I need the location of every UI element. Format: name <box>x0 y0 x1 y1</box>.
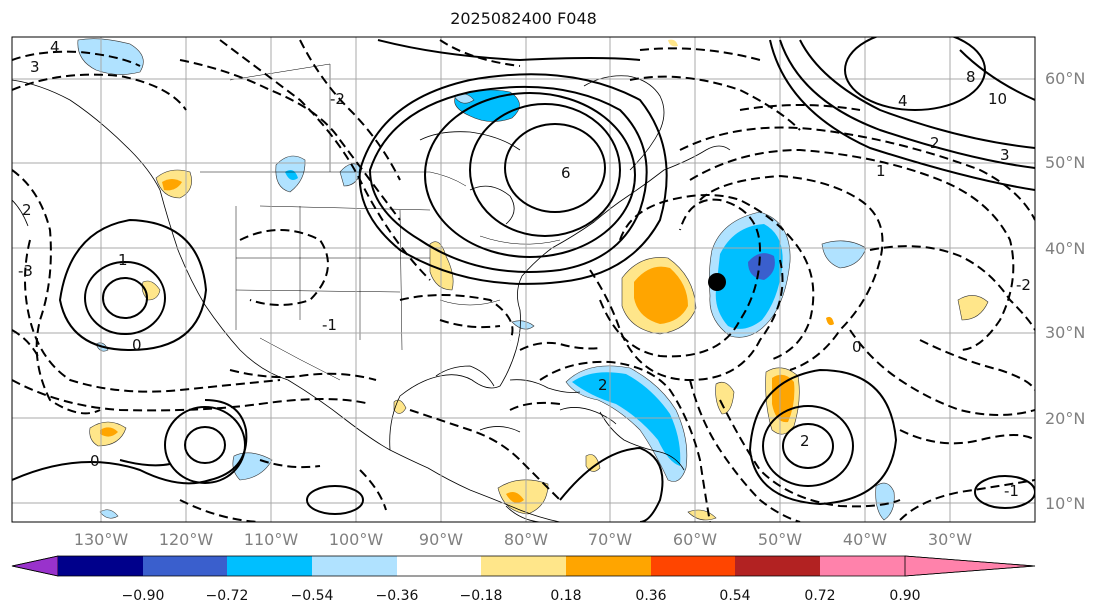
colorbar-segment <box>227 556 312 576</box>
lat-label: 50°N <box>1045 153 1085 172</box>
lon-label: 60°W <box>673 530 717 549</box>
contour-label: 8 <box>966 68 976 86</box>
colorbar-segment <box>397 556 481 576</box>
lon-label: 110°W <box>244 530 299 549</box>
lon-label: 90°W <box>419 530 463 549</box>
contour-label: 0 <box>132 336 142 354</box>
colorbar-segment <box>735 556 820 576</box>
political-boundaries <box>200 63 561 381</box>
lon-label: 80°W <box>504 530 548 549</box>
lat-label: 60°N <box>1045 69 1085 88</box>
latitude-labels: 60°N 50°N 40°N 30°N 20°N 10°N <box>1045 69 1085 513</box>
contour-label: 1 <box>876 162 886 180</box>
colorbar-tick-label: 0.36 <box>635 588 666 604</box>
contour-label: -1 <box>322 316 337 334</box>
lat-label: 20°N <box>1045 409 1085 428</box>
coastlines <box>12 75 731 522</box>
colorbar-tick-label: −0.72 <box>206 588 249 604</box>
colorbar-tick-label: 0.18 <box>550 588 581 604</box>
contour-label: 2 <box>930 134 940 152</box>
contour-label: -1 <box>1004 482 1019 500</box>
contour-label: 2 <box>22 201 32 219</box>
contour-label: 6 <box>561 164 571 182</box>
contour-label: 2 <box>598 376 608 394</box>
colorbar-tick-label: 0.90 <box>889 588 920 604</box>
contour-label: 3 <box>1000 146 1010 164</box>
contour-label: 1 <box>118 251 128 269</box>
lon-label: 30°W <box>928 530 972 549</box>
contour-label: 10 <box>988 90 1007 108</box>
contour-labels: 4 3 2 1 0 -1 -2 -3 6 8 10 1 2 0 -2 4 2 0… <box>18 38 1031 500</box>
colorbar-segment <box>820 556 905 576</box>
location-marker <box>708 273 726 291</box>
colorbar-segment <box>651 556 735 576</box>
longitude-labels: 130°W 120°W 110°W 100°W 90°W 80°W 70°W 6… <box>74 530 972 549</box>
colorbar-tick-label: 0.72 <box>804 588 835 604</box>
colorbar-tick-label: −0.18 <box>460 588 503 604</box>
colorbar-segment <box>312 556 397 576</box>
map-area: 4 3 2 1 0 -1 -2 -3 6 8 10 1 2 0 -2 4 2 0… <box>11 36 1036 523</box>
lat-label: 10°N <box>1045 494 1085 513</box>
lon-label: 100°W <box>329 530 384 549</box>
lon-label: 40°W <box>843 530 887 549</box>
contour-label: 4 <box>898 92 908 110</box>
colorbar-segment <box>11 555 59 577</box>
contour-label: 4 <box>50 38 60 56</box>
colorbar-segment <box>143 556 227 576</box>
colorbar-segment <box>566 556 651 576</box>
negative-contours <box>12 39 1035 522</box>
positive-contours <box>12 37 1035 522</box>
contour-label: -3 <box>18 262 33 280</box>
contour-label: 0 <box>90 452 100 470</box>
lat-label: 40°N <box>1045 239 1085 258</box>
contour-label: -2 <box>330 90 345 108</box>
colorbar-segment <box>904 555 1036 577</box>
colorbar-segment <box>481 556 566 576</box>
colorbar-tick-label: −0.36 <box>376 588 419 604</box>
contour-label: 2 <box>800 432 810 450</box>
contour-label: 3 <box>30 58 40 76</box>
lon-label: 70°W <box>588 530 632 549</box>
contour-label: 0 <box>852 338 862 356</box>
lon-label: 130°W <box>74 530 129 549</box>
colorbar-tick-label: 0.54 <box>719 588 750 604</box>
colorbar: −0.90 −0.72 −0.54 −0.36 −0.18 0.18 0.36 … <box>11 555 1036 604</box>
lat-label: 30°N <box>1045 323 1085 342</box>
lon-label: 50°W <box>758 530 802 549</box>
colorbar-tick-label: −0.90 <box>122 588 165 604</box>
map-title: 2025082400 F048 <box>450 9 597 28</box>
map-frame <box>11 36 1036 523</box>
contour-label: -2 <box>1016 276 1031 294</box>
colorbar-tick-label: −0.54 <box>291 588 334 604</box>
lon-label: 120°W <box>159 530 214 549</box>
colorbar-outline <box>11 555 1036 577</box>
colorbar-segment <box>58 556 143 576</box>
